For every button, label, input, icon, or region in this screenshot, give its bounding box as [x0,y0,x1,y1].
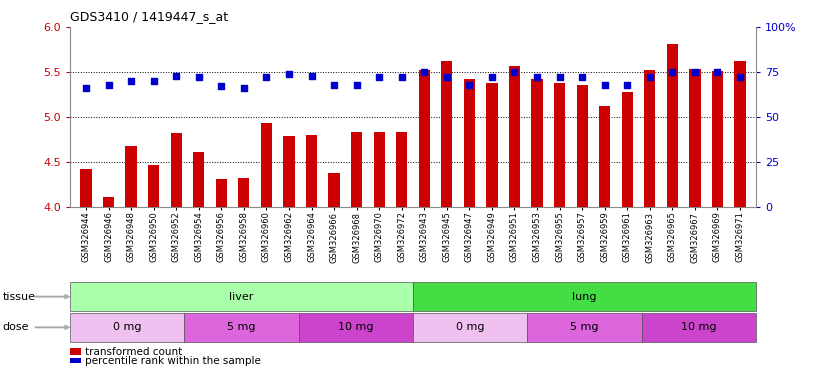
Point [598,81,611,88]
Point [463,81,476,88]
Bar [689,69,700,207]
Point [125,78,138,84]
Point [508,69,521,75]
Text: percentile rank within the sample: percentile rank within the sample [85,356,261,366]
Point [260,74,273,81]
Bar [396,132,407,207]
Bar [306,135,317,207]
Bar [148,165,159,207]
Text: 0 mg: 0 mg [456,322,484,333]
Point [192,74,206,81]
Point [733,74,747,81]
Bar [80,169,92,207]
Bar [170,133,182,207]
Bar [622,92,633,207]
Point [688,69,701,75]
Point [643,74,657,81]
Point [350,81,363,88]
Bar [509,66,520,207]
Point [395,74,408,81]
Text: transformed count: transformed count [85,347,183,357]
Text: tissue: tissue [2,291,36,302]
Bar [283,136,295,207]
Bar [373,132,385,207]
Bar [712,71,723,207]
Text: lung: lung [572,291,596,302]
Bar [531,79,543,207]
Bar [734,61,746,207]
Bar [261,122,272,207]
Bar [103,197,114,207]
Point [327,81,340,88]
Point [215,83,228,89]
Point [169,73,183,79]
Point [440,74,453,81]
Text: dose: dose [2,322,29,333]
Bar [216,179,227,207]
Point [237,85,250,91]
Text: GDS3410 / 1419447_s_at: GDS3410 / 1419447_s_at [70,10,228,23]
Bar [667,44,678,207]
Bar [463,79,475,207]
Bar [554,83,565,207]
Bar [644,70,656,207]
Bar [441,61,453,207]
Text: 5 mg: 5 mg [570,322,599,333]
Point [147,78,160,84]
Bar [577,84,588,207]
Point [102,81,115,88]
Text: liver: liver [230,291,254,302]
Bar [238,179,249,207]
Point [530,74,544,81]
Point [79,85,93,91]
Text: 0 mg: 0 mg [113,322,141,333]
Bar [419,70,430,207]
Bar [351,132,363,207]
Point [666,69,679,75]
Bar [193,152,204,207]
Point [711,69,724,75]
Point [620,81,634,88]
Text: 10 mg: 10 mg [338,322,373,333]
Point [486,74,499,81]
Point [553,74,566,81]
Point [282,71,296,77]
Point [305,73,318,79]
Text: 10 mg: 10 mg [681,322,716,333]
Bar [487,83,497,207]
Bar [599,106,610,207]
Bar [126,146,137,207]
Point [576,74,589,81]
Bar [329,173,339,207]
Point [418,69,431,75]
Text: 5 mg: 5 mg [227,322,256,333]
Point [373,74,386,81]
